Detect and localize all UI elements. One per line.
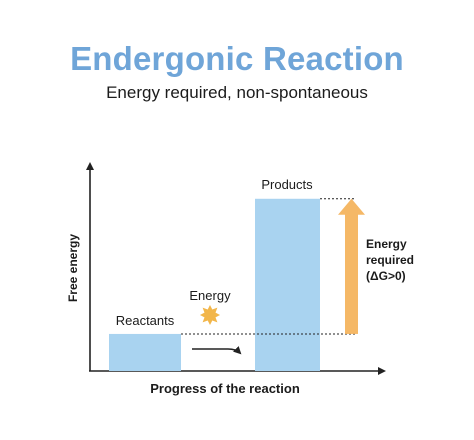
reactants-bar: [109, 333, 181, 371]
energy-required-line-1: Energy: [366, 237, 407, 251]
energy-required-line-3: (ΔG>0): [366, 269, 406, 283]
energy-required-line-2: required: [366, 253, 414, 267]
diagram-subtitle: Energy required, non-spontaneous: [106, 83, 368, 102]
energy-star-icon: [200, 305, 220, 325]
energy-required-arrow-head: [338, 198, 365, 215]
products-label: Products: [261, 177, 313, 192]
diagram-title: Endergonic Reaction: [70, 40, 404, 77]
x-axis-label: Progress of the reaction: [150, 381, 300, 396]
energy-input-label: Energy: [189, 288, 231, 303]
energy-required-arrow-shaft: [345, 213, 358, 334]
energy-input-curved-arrow: [192, 345, 242, 355]
energy-required-label: Energy required (ΔG>0): [366, 237, 417, 283]
products-bar: [255, 198, 320, 371]
reactants-label: Reactants: [116, 313, 175, 328]
y-axis-label: Free energy: [66, 234, 80, 302]
